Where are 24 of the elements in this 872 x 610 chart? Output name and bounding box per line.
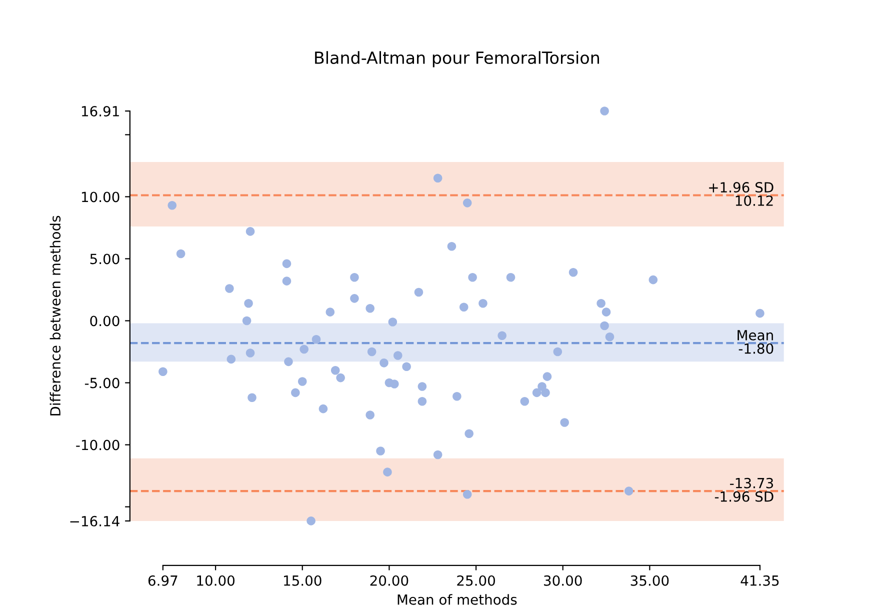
x-axis-title: Mean of methods [398, 594, 517, 605]
y-tick-label: 16.91 [82, 106, 119, 116]
x-tick-label: 15.00 [284, 575, 322, 586]
y-tick-label: -10.00 [76, 440, 120, 450]
y-tick-label: 5.00 [90, 254, 120, 264]
x-tick-label: 20.00 [370, 575, 408, 586]
x-tick-label: 10.00 [197, 575, 234, 586]
ref-line-label: -1.96 SD [714, 491, 774, 502]
x-tick-label: 25.00 [457, 575, 495, 586]
y-tick-label: 0.00 [90, 316, 120, 326]
ref-line-label: Mean [738, 330, 773, 340]
x-tick-label: 6.97 [148, 575, 178, 586]
x-tick-label: 30.00 [544, 575, 582, 586]
chart-title: Bland-Altman pour FemoralTorsion [315, 51, 599, 68]
y-tick-label: 10.00 [82, 192, 120, 202]
y-axis-title: Difference between methods [50, 216, 61, 416]
annotation: 10.12 [736, 195, 773, 206]
x-tick-label: 35.00 [630, 575, 669, 586]
annotation: -1.80 [738, 343, 774, 354]
annotation: -13.73 [730, 478, 774, 488]
y-tick-label: -5.00 [84, 378, 120, 388]
y-tick-label: −16.14 [70, 516, 120, 526]
x-tick-label: 41.35 [740, 575, 779, 586]
ref-line-label: +1.96 SD [709, 182, 774, 193]
